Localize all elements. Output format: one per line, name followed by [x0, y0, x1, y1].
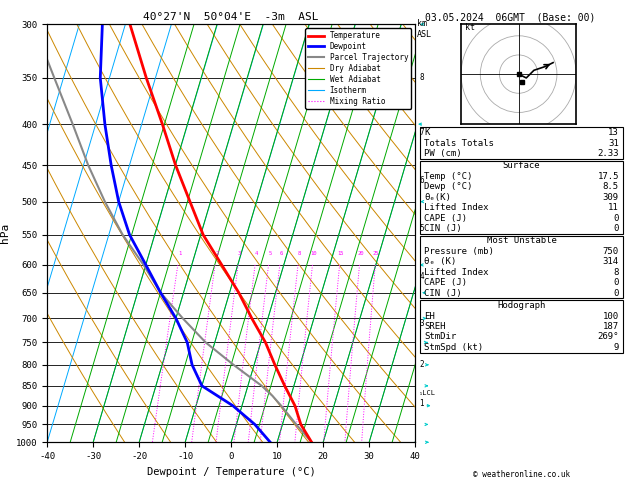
Text: 314: 314 [603, 257, 619, 266]
Text: Dewp (°C): Dewp (°C) [424, 182, 472, 191]
Text: EH: EH [424, 312, 435, 321]
Text: 8.5: 8.5 [603, 182, 619, 191]
Text: 4: 4 [420, 272, 424, 281]
Text: K: K [424, 128, 430, 137]
Text: Most Unstable: Most Unstable [486, 236, 557, 245]
Text: SREH: SREH [424, 322, 445, 331]
Text: Lifted Index: Lifted Index [424, 268, 489, 277]
Text: 0: 0 [613, 278, 619, 287]
Text: CAPE (J): CAPE (J) [424, 213, 467, 223]
Text: 187: 187 [603, 322, 619, 331]
Text: Hodograph: Hodograph [498, 301, 545, 310]
Text: 3: 3 [238, 251, 242, 256]
Text: kt: kt [465, 23, 475, 32]
Text: 10: 10 [311, 251, 317, 256]
Text: StmDir: StmDir [424, 332, 456, 342]
Text: 2: 2 [215, 251, 218, 256]
Text: PW (cm): PW (cm) [424, 149, 462, 158]
Text: Surface: Surface [503, 161, 540, 171]
Text: 100: 100 [603, 312, 619, 321]
Text: 13: 13 [608, 128, 619, 137]
Text: 9: 9 [613, 343, 619, 352]
Text: 2: 2 [420, 360, 424, 369]
Title: 40°27'N  50°04'E  -3m  ASL: 40°27'N 50°04'E -3m ASL [143, 12, 319, 22]
Legend: Temperature, Dewpoint, Parcel Trajectory, Dry Adiabat, Wet Adiabat, Isotherm, Mi: Temperature, Dewpoint, Parcel Trajectory… [305, 28, 411, 109]
Text: 31: 31 [608, 139, 619, 148]
Text: 8: 8 [613, 268, 619, 277]
Text: 15: 15 [338, 251, 344, 256]
Text: 5: 5 [420, 224, 424, 233]
Text: 1: 1 [420, 399, 424, 408]
Text: 0: 0 [613, 289, 619, 298]
Text: 0: 0 [613, 213, 619, 223]
Text: CAPE (J): CAPE (J) [424, 278, 467, 287]
Text: 0: 0 [613, 224, 619, 233]
Text: 7: 7 [420, 128, 424, 137]
Text: 8: 8 [298, 251, 301, 256]
Text: 750: 750 [603, 247, 619, 256]
Text: Pressure (mb): Pressure (mb) [424, 247, 494, 256]
Text: θₑ (K): θₑ (K) [424, 257, 456, 266]
Text: 5: 5 [269, 251, 272, 256]
Text: Totals Totals: Totals Totals [424, 139, 494, 148]
Text: 20: 20 [357, 251, 364, 256]
Text: Lifted Index: Lifted Index [424, 203, 489, 212]
Text: 1: 1 [178, 251, 181, 256]
Text: 6: 6 [420, 175, 424, 185]
Text: θₑ(K): θₑ(K) [424, 192, 451, 202]
Text: ₁LCL: ₁LCL [420, 390, 437, 396]
Y-axis label: hPa: hPa [1, 223, 11, 243]
Text: 4: 4 [255, 251, 258, 256]
Text: CIN (J): CIN (J) [424, 224, 462, 233]
Text: 8: 8 [420, 73, 424, 82]
Text: © weatheronline.co.uk: © weatheronline.co.uk [473, 469, 570, 479]
Text: 309: 309 [603, 192, 619, 202]
Text: 11: 11 [608, 203, 619, 212]
Text: 25: 25 [373, 251, 379, 256]
Text: Temp (°C): Temp (°C) [424, 172, 472, 181]
X-axis label: Dewpoint / Temperature (°C): Dewpoint / Temperature (°C) [147, 467, 316, 477]
Text: 269°: 269° [598, 332, 619, 342]
Text: km
ASL: km ASL [417, 19, 432, 39]
Text: 2.33: 2.33 [598, 149, 619, 158]
Text: CIN (J): CIN (J) [424, 289, 462, 298]
Text: StmSpd (kt): StmSpd (kt) [424, 343, 483, 352]
Text: 3: 3 [420, 319, 424, 328]
Text: 03.05.2024  06GMT  (Base: 00): 03.05.2024 06GMT (Base: 00) [425, 12, 595, 22]
Text: 17.5: 17.5 [598, 172, 619, 181]
Text: 6: 6 [279, 251, 283, 256]
